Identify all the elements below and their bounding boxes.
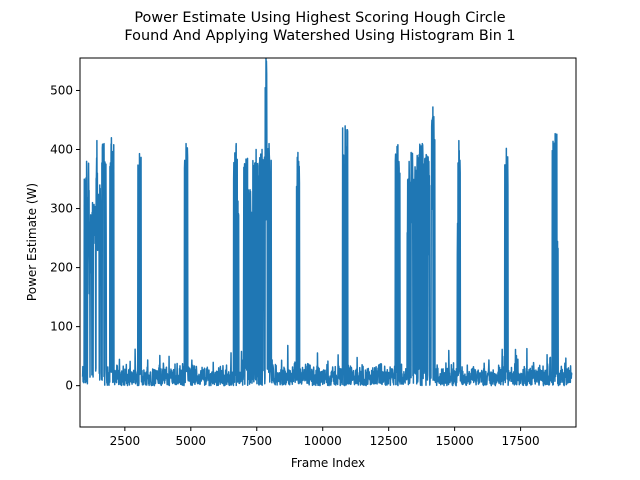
y-tick-label: 500 <box>50 83 73 97</box>
axes-frame <box>79 57 577 428</box>
chart-title-line-1: Power Estimate Using Highest Scoring Hou… <box>134 10 505 26</box>
series-line <box>81 58 573 387</box>
x-tick-label: 12500 <box>370 434 408 448</box>
y-tick-label: 400 <box>50 143 73 157</box>
plot-area <box>81 58 573 387</box>
x-tick-label: 5000 <box>176 434 207 448</box>
x-axis-label: Frame Index <box>291 456 365 470</box>
y-tick-label: 0 <box>65 379 73 393</box>
x-tick-label: 10000 <box>304 434 342 448</box>
y-tick-label: 300 <box>50 202 73 216</box>
x-tick-label: 15000 <box>436 434 474 448</box>
y-axis-ticks: 0 100 200 300 400 500 <box>50 83 80 393</box>
y-tick-label: 100 <box>50 320 73 334</box>
x-tick-label: 17500 <box>502 434 540 448</box>
y-axis-label: Power Estimate (W) <box>25 183 39 301</box>
chart-title-line-2: Found And Applying Watershed Using Histo… <box>124 28 515 44</box>
x-tick-label: 7500 <box>241 434 272 448</box>
x-axis-ticks: 2500 5000 7500 10000 12500 15000 17500 <box>110 427 540 448</box>
x-tick-label: 2500 <box>110 434 141 448</box>
y-tick-label: 200 <box>50 261 73 275</box>
